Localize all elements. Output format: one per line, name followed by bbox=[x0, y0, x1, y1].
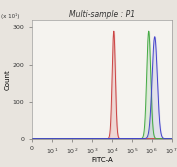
Text: (x 10¹): (x 10¹) bbox=[1, 13, 19, 19]
X-axis label: FITC-A: FITC-A bbox=[91, 157, 113, 163]
Title: Multi-sample : P1: Multi-sample : P1 bbox=[69, 10, 135, 19]
Y-axis label: Count: Count bbox=[5, 69, 11, 90]
